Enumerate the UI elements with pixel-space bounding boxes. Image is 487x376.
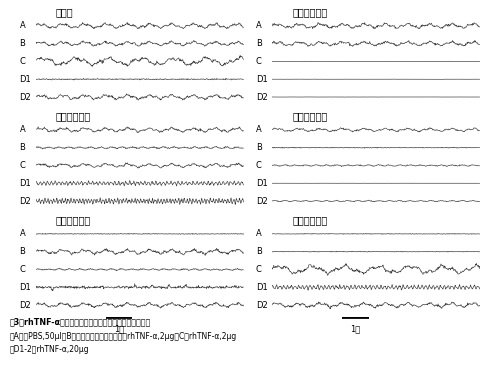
- Text: B: B: [256, 143, 262, 152]
- Text: B: B: [256, 247, 262, 256]
- Text: 投与前: 投与前: [56, 8, 74, 18]
- Text: A: A: [19, 125, 25, 134]
- Text: 投与後３時間: 投与後３時間: [56, 215, 91, 226]
- Text: D1: D1: [19, 179, 31, 188]
- Text: （D1-2）rhTNF-α,20μg: （D1-2）rhTNF-α,20μg: [10, 345, 90, 354]
- Text: C: C: [256, 161, 262, 170]
- Text: 図3．rhTNF-αを側脳室内投与した牛の第四胃運動の変化: 図3．rhTNF-αを側脳室内投与した牛の第四胃運動の変化: [10, 318, 151, 327]
- Text: C: C: [256, 265, 262, 274]
- Text: 1分: 1分: [114, 324, 124, 334]
- Text: C: C: [256, 57, 262, 66]
- Text: （A）　PBS,50μl（B）オートクレーブ処理したrhTNF-α,2μg（C）rhTNF-α,2μg: （A） PBS,50μl（B）オートクレーブ処理したrhTNF-α,2μg（C）…: [10, 332, 237, 341]
- Text: D2: D2: [256, 197, 267, 206]
- Text: B: B: [256, 39, 262, 48]
- Text: D2: D2: [19, 300, 31, 309]
- Text: D1: D1: [19, 283, 31, 292]
- Text: D2: D2: [256, 300, 267, 309]
- Text: A: A: [19, 229, 25, 238]
- Text: A: A: [19, 21, 25, 30]
- Text: 投与後８時間: 投与後８時間: [292, 215, 327, 226]
- Text: D2: D2: [256, 92, 267, 102]
- Text: A: A: [256, 21, 262, 30]
- Text: B: B: [19, 39, 25, 48]
- Text: A: A: [256, 125, 262, 134]
- Text: D1: D1: [256, 283, 267, 292]
- Text: D1: D1: [256, 179, 267, 188]
- Text: 1分: 1分: [350, 324, 360, 334]
- Text: 投与後４時間: 投与後４時間: [292, 8, 327, 18]
- Text: D1: D1: [19, 75, 31, 84]
- Text: 投与後５時間: 投与後５時間: [292, 112, 327, 121]
- Text: C: C: [19, 161, 25, 170]
- Text: B: B: [19, 247, 25, 256]
- Text: D1: D1: [256, 75, 267, 84]
- Text: D2: D2: [19, 92, 31, 102]
- Text: B: B: [19, 143, 25, 152]
- Text: 投与後１時間: 投与後１時間: [56, 112, 91, 121]
- Text: C: C: [19, 265, 25, 274]
- Text: A: A: [256, 229, 262, 238]
- Text: D2: D2: [19, 197, 31, 206]
- Text: C: C: [19, 57, 25, 66]
